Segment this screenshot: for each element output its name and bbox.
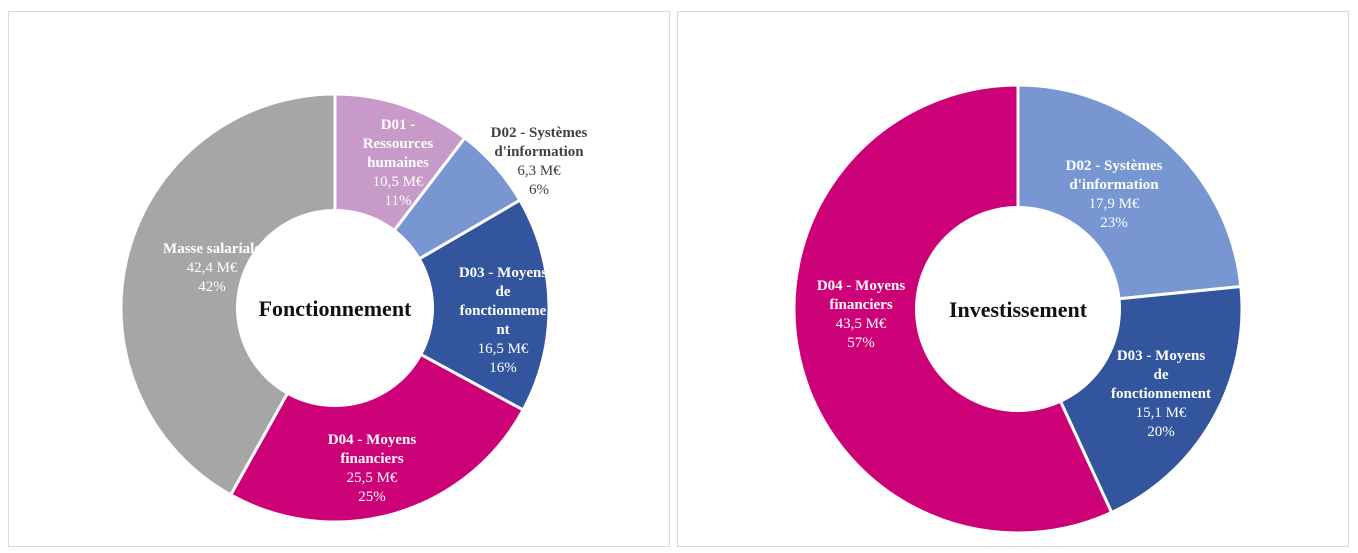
label-name-line: financiers — [340, 451, 403, 467]
label-name-line: D01 - — [381, 117, 416, 133]
donut-slice-d04-moyens-financiers — [228, 305, 526, 524]
donut-chart-fonctionnement: Fonctionnement D01 - Ressources humaines 10… — [119, 92, 588, 524]
label-value: 17,9 M€ — [1089, 196, 1140, 212]
donut-slice-d03-moyens-de-fonctionneme-nt — [331, 198, 551, 413]
label-percent: 57% — [847, 335, 875, 351]
label-value: 25,5 M€ — [347, 470, 398, 486]
label-name-line: de — [1154, 367, 1169, 383]
chart-panel-investissement: Investissement D02 - Systèmes d'informati… — [677, 11, 1349, 547]
chart-title-fonctionnement: Fonctionnement — [259, 296, 412, 321]
label-value: 15,1 M€ — [1136, 405, 1187, 421]
label-value: 42,4 M€ — [187, 260, 238, 276]
label-name-line: D04 - Moyens — [817, 278, 905, 294]
label-name-line: d'information — [494, 144, 584, 160]
label-value: 16,5 M€ — [478, 341, 529, 357]
label-percent: 42% — [198, 279, 226, 295]
label-percent: 23% — [1100, 215, 1128, 231]
label-name-line: nt — [496, 322, 509, 338]
label-name-line: D03 - Moyens — [1117, 348, 1205, 364]
label-name-line: D02 - Systèmes — [491, 125, 588, 141]
label-name-line: Masse salariale — [163, 241, 261, 257]
label-percent: 16% — [489, 360, 517, 376]
label-percent: 25% — [358, 489, 386, 505]
label-name-line: financiers — [829, 297, 892, 313]
label-percent: 6% — [529, 182, 549, 198]
label-value: 10,5 M€ — [373, 174, 424, 190]
label-name-line: d'information — [1069, 177, 1159, 193]
data-label-d04-moyens-financiers: D04 - Moyens financiers 43,5 M€ 57% — [817, 278, 905, 351]
label-value: 6,3 M€ — [517, 163, 561, 179]
chart-panel-fonctionnement: Fonctionnement D01 - Ressources humaines 10… — [8, 11, 670, 547]
label-percent: 11% — [385, 193, 412, 209]
data-label-d03-moyens-de-fonctionnement: D03 - Moyens de fonctionnement 15,1 M€ 20% — [1111, 348, 1211, 440]
data-label-d03-moyens-de-fonctionneme-nt: D03 - Moyens de fonctionneme nt 16,5 M€ 16% — [459, 265, 547, 376]
label-name-line: fonctionnement — [1111, 386, 1211, 402]
label-name-line: D04 - Moyens — [328, 432, 416, 448]
label-name-line: D02 - Systèmes — [1066, 158, 1163, 174]
data-label-d01-ressources-humaines: D01 - Ressources humaines 10,5 M€ 11% — [363, 117, 434, 209]
data-label-d02-syst-mes-d-information: D02 - Systèmes d'information 17,9 M€ 23% — [1066, 158, 1163, 231]
data-label-masse-salariale: Masse salariale 42,4 M€ 42% — [163, 241, 261, 295]
label-percent: 20% — [1147, 424, 1175, 440]
donut-hole — [236, 209, 434, 407]
label-name-line: Ressources — [363, 136, 434, 152]
donut-hole — [915, 206, 1121, 412]
donut-chart-investissement: Investissement D02 - Systèmes d'informati… — [792, 83, 1244, 535]
label-name-line: de — [496, 284, 511, 300]
label-name-line: fonctionneme — [460, 303, 547, 319]
data-label-d04-moyens-financiers: D04 - Moyens financiers 25,5 M€ 25% — [328, 432, 416, 505]
chart-title-investissement: Investissement — [949, 297, 1088, 322]
data-label-d02-syst-mes-d-information: D02 - Systèmes d'information 6,3 M€ 6% — [491, 125, 588, 198]
label-name-line: humaines — [367, 155, 429, 171]
label-value: 43,5 M€ — [836, 316, 887, 332]
label-name-line: D03 - Moyens — [459, 265, 547, 281]
donut-slice-masse-salariale — [119, 92, 337, 497]
